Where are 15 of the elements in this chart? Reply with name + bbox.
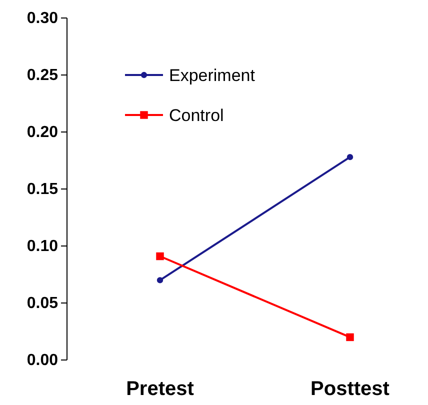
point [346, 154, 354, 160]
y-tick-label: 0.10 [26, 238, 58, 256]
y-tick-label: 0.00 [26, 352, 58, 370]
x-tick-label: Pretest [126, 378, 194, 400]
legend-label: Experiment [169, 66, 256, 85]
point [156, 277, 164, 284]
y-tick-label: 0.05 [26, 295, 58, 312]
y-tick-label: 0.20 [26, 124, 58, 142]
point [346, 333, 354, 342]
legend-label: Control [169, 106, 224, 125]
y-tick-label: 0.15 [26, 181, 58, 198]
y-tick-label: 0.25 [26, 67, 58, 84]
x-tick-label: Posttest [310, 378, 390, 400]
y-tick-label: 0.30 [26, 10, 58, 28]
point [156, 252, 164, 260]
